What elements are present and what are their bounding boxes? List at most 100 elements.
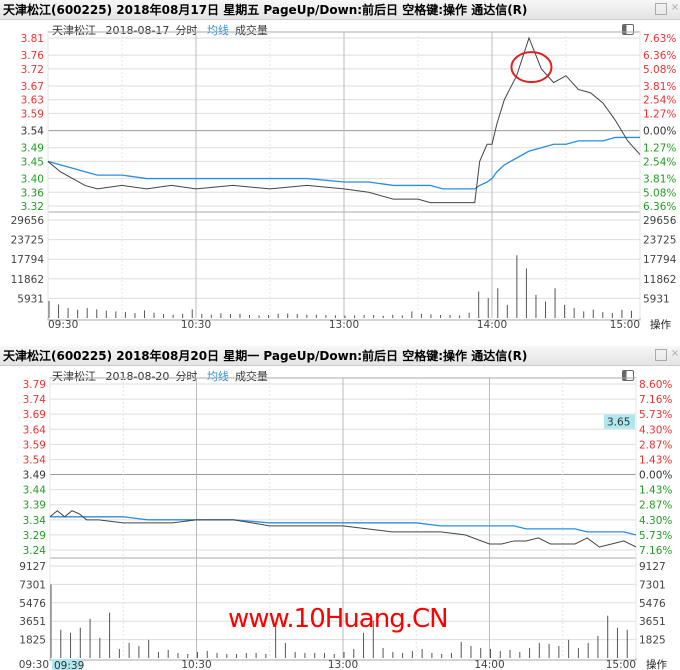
percent-tick-label: 2.87% bbox=[639, 500, 672, 512]
stock-name: 天津松江 bbox=[52, 24, 96, 37]
chart-date: 2018-08-17 bbox=[105, 24, 170, 37]
percent-tick-label: 5.73% bbox=[639, 530, 672, 542]
volume-tick-label: 1825 bbox=[639, 635, 666, 647]
price-tick-label: 3.49 bbox=[21, 143, 44, 155]
price-tick-label: 3.59 bbox=[23, 439, 46, 451]
volume-tick-label: 7301 bbox=[639, 579, 666, 591]
percent-tick-label: 5.73% bbox=[639, 409, 672, 421]
percent-tick-label: 6.36% bbox=[643, 201, 676, 213]
percent-tick-label: 0.00% bbox=[643, 126, 676, 138]
price-tick-label: 3.32 bbox=[21, 201, 44, 213]
percent-tick-label: 2.87% bbox=[639, 439, 672, 451]
percent-tick-label: 5.08% bbox=[643, 64, 676, 76]
volume-tick-label: 7301 bbox=[19, 579, 46, 591]
price-tick-label: 3.74 bbox=[23, 394, 47, 406]
volume-tick-label: 3651 bbox=[19, 616, 46, 628]
volume-tick-label: 23725 bbox=[643, 235, 676, 247]
price-tick-label: 3.69 bbox=[23, 409, 46, 421]
maximize-button[interactable] bbox=[655, 3, 667, 15]
avg-price-line bbox=[47, 136, 640, 190]
time-tick-label: 09:30 bbox=[48, 319, 78, 331]
chart-panel-aug20: 天津松江(600225) 2018年08月20日 星期一 PageUp/Down… bbox=[0, 346, 680, 670]
tab-volume[interactable]: 成交量 bbox=[234, 24, 268, 37]
chart-panel-aug17: 天津松江(600225) 2018年08月17日 星期五 PageUp/Down… bbox=[0, 0, 680, 331]
volume-tick-label: 5931 bbox=[17, 293, 44, 305]
percent-tick-label: 1.43% bbox=[639, 485, 672, 497]
percent-tick-label: 1.27% bbox=[643, 108, 676, 120]
price-tick-label: 3.45 bbox=[21, 156, 44, 168]
price-tick-label: 3.79 bbox=[23, 379, 46, 391]
price-tick-label: 3.34 bbox=[23, 515, 47, 527]
avg-price-line bbox=[50, 516, 637, 536]
price-tick-label: 3.40 bbox=[21, 174, 44, 186]
percent-tick-label: 1.27% bbox=[643, 143, 676, 155]
price-tick-label: 3.76 bbox=[21, 50, 45, 62]
percent-tick-label: 2.54% bbox=[643, 95, 676, 107]
volume-tick-label: 1825 bbox=[19, 635, 46, 647]
volume-tick-label: 17794 bbox=[643, 254, 677, 266]
chart-header: 天津松江 2018-08-20 分时 均线 成交量 bbox=[52, 368, 274, 384]
volume-tick-label: 3651 bbox=[639, 616, 666, 628]
tab-minute[interactable]: 分时 bbox=[175, 370, 198, 383]
time-tick-label: 09:30 bbox=[19, 659, 49, 670]
percent-tick-label: 7.63% bbox=[643, 33, 676, 45]
cursor-time: 09:39 bbox=[54, 660, 84, 670]
price-tick-label: 3.63 bbox=[21, 95, 44, 107]
intraday-chart: 3.81 7.63% 3.76 6.36% 3.72 5.08% 3.67 3.81% 3.63… bbox=[11, 31, 677, 331]
price-tick-label: 3.54 bbox=[23, 454, 47, 466]
cursor-time-box bbox=[52, 659, 82, 670]
price-tick-label: 3.64 bbox=[23, 424, 47, 436]
percent-tick-label: 7.16% bbox=[639, 545, 672, 557]
time-tick-label: 13:00 bbox=[328, 659, 358, 670]
price-tick-label: 3.59 bbox=[21, 108, 44, 120]
chart-date: 2018-08-20 bbox=[105, 370, 170, 383]
price-line bbox=[47, 36, 641, 204]
price-tick-label: 3.81 bbox=[21, 33, 44, 45]
price-tick-label: 3.29 bbox=[23, 530, 46, 542]
volume-tick-label: 11862 bbox=[643, 274, 676, 286]
close-button[interactable]: × bbox=[670, 348, 680, 359]
maximize-button[interactable] bbox=[655, 349, 667, 361]
cursor-price-box bbox=[604, 414, 635, 429]
time-tick-label: 14:00 bbox=[477, 319, 507, 331]
percent-tick-label: 2.54% bbox=[643, 156, 676, 168]
volume-tick-label: 9127 bbox=[19, 561, 46, 573]
chart-header: 天津松江 2018-08-17 分时 均线 成交量 bbox=[52, 22, 274, 38]
intraday-chart: 3.79 8.60% 3.74 7.16% 3.69 5.73% 3.64 4.30% 3.59… bbox=[19, 377, 672, 670]
panel-toggle-icon[interactable] bbox=[622, 370, 634, 381]
percent-tick-label: 4.30% bbox=[639, 424, 672, 436]
percent-tick-label: 0.00% bbox=[639, 470, 672, 482]
price-line bbox=[49, 510, 637, 548]
action-button[interactable]: 操作 bbox=[646, 658, 667, 670]
tab-minute[interactable]: 分时 bbox=[175, 24, 198, 37]
time-tick-label: 15:00 bbox=[606, 659, 636, 670]
price-tick-label: 3.49 bbox=[23, 470, 46, 482]
action-button[interactable]: 操作 bbox=[650, 318, 671, 331]
price-tick-label: 3.54 bbox=[21, 126, 45, 138]
panel-toggle-icon[interactable] bbox=[622, 24, 634, 35]
percent-tick-label: 7.16% bbox=[639, 394, 672, 406]
price-tick-label: 3.67 bbox=[21, 81, 44, 93]
percent-tick-label: 8.60% bbox=[639, 379, 672, 391]
volume-tick-label: 29656 bbox=[643, 215, 677, 227]
price-tick-label: 3.72 bbox=[21, 64, 44, 76]
watermark: www.10Huang.CN bbox=[228, 604, 449, 634]
tab-avg-line[interactable]: 均线 bbox=[206, 370, 229, 383]
tab-avg-line[interactable]: 均线 bbox=[206, 24, 229, 37]
tab-volume[interactable]: 成交量 bbox=[234, 370, 268, 383]
percent-tick-label: 5.08% bbox=[643, 187, 676, 199]
percent-tick-label: 3.81% bbox=[643, 81, 676, 93]
time-tick-label: 10:30 bbox=[181, 319, 211, 331]
time-tick-label: 13:00 bbox=[329, 319, 359, 331]
percent-tick-label: 6.36% bbox=[643, 50, 676, 62]
volume-tick-label: 5476 bbox=[639, 598, 666, 610]
percent-tick-label: 1.43% bbox=[639, 454, 672, 466]
window-title: 天津松江(600225) 2018年08月20日 星期一 PageUp/Down… bbox=[0, 346, 680, 366]
price-tick-label: 3.39 bbox=[23, 500, 46, 512]
time-tick-label: 15:00 bbox=[610, 319, 640, 331]
stock-name: 天津松江 bbox=[52, 370, 96, 383]
volume-tick-label: 5476 bbox=[19, 598, 46, 610]
close-button[interactable]: × bbox=[670, 2, 680, 13]
volume-tick-label: 29656 bbox=[11, 215, 45, 227]
cursor-price: 3.65 bbox=[607, 417, 630, 429]
